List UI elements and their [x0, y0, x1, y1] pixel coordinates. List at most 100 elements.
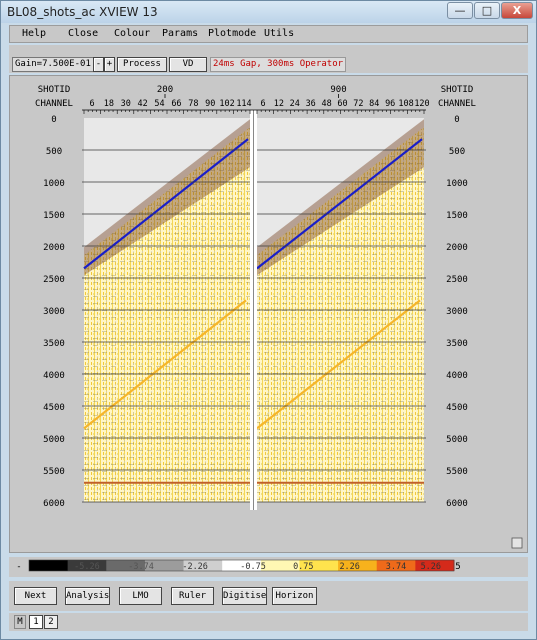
- time-tick-left: 3500: [43, 339, 65, 349]
- time-tick-left: 3000: [43, 307, 65, 317]
- time-tick-left: 0: [51, 115, 56, 125]
- channel-tick-label: 48: [321, 99, 331, 109]
- lmo-button[interactable]: LMO: [119, 587, 162, 605]
- seismic-plot[interactable]: 0 0 500 500 1000 1000 1500 1500 2000 2000 2500 2500…: [10, 76, 527, 552]
- shotid-label-left: SHOTID: [38, 85, 71, 95]
- channel-tick-label: 108: [398, 99, 413, 109]
- bottom-toolbar: Next Analysis LMO Ruler Digitise Horizon: [9, 581, 528, 611]
- close-window-button[interactable]: X: [501, 2, 533, 19]
- menu-params[interactable]: Params: [162, 28, 199, 39]
- page-selector: M 1 2: [9, 613, 528, 631]
- mute-line: [83, 299, 247, 430]
- colour-swatch: [415, 560, 455, 571]
- time-tick-left: 2500: [43, 275, 65, 285]
- digitise-button[interactable]: Digitise: [222, 587, 267, 605]
- colour-scale-label: -5.26: [74, 562, 100, 572]
- time-tick-left: 5500: [43, 467, 65, 477]
- colour-swatch: [106, 560, 146, 571]
- channel-tick-label: 72: [353, 99, 363, 109]
- menu-colour[interactable]: Colour: [114, 28, 151, 39]
- seismic-plot-area: 0 0 500 500 1000 1000 1500 1500 2000 2000 2500 2500…: [9, 75, 528, 553]
- time-tick-right: 5500: [446, 467, 468, 477]
- colour-scale: - 5 -5.26 -3.74 -2.26 -0.75 0.75 2.26 3.74 5.26: [9, 557, 528, 577]
- time-tick-left: 1000: [43, 179, 65, 189]
- channel-tick-label: 54: [154, 99, 164, 109]
- colour-scale-end-right: 5: [455, 562, 460, 572]
- colour-scale-end-left: -: [16, 562, 21, 572]
- page-2-button[interactable]: 2: [44, 615, 58, 629]
- time-tick-left: 4000: [43, 371, 65, 381]
- plot-axes: 0 0 500 500 1000 1000 1500 1500 2000 2000 2500 2500…: [35, 85, 523, 549]
- process-button[interactable]: Process: [117, 57, 167, 72]
- colour-swatch: [376, 560, 416, 571]
- gain-decrease-button[interactable]: -: [93, 57, 104, 72]
- menu-bar: Help Close Colour Params Plotmode Utils: [9, 25, 528, 43]
- title-bar: BL08_shots_ac XVIEW 13 — □ X: [1, 1, 536, 23]
- menu-utils[interactable]: Utils: [264, 28, 295, 39]
- time-tick-left: 1500: [43, 211, 65, 221]
- time-tick-left: 5000: [43, 435, 65, 445]
- time-tick-right: 1500: [446, 211, 468, 221]
- ruler-button[interactable]: Ruler: [171, 587, 214, 605]
- channel-tick-label: 60: [337, 99, 347, 109]
- time-tick-left: 2000: [43, 243, 65, 253]
- channel-tick-label: 30: [121, 99, 131, 109]
- mute-line: [256, 299, 421, 430]
- time-tick-right: 2500: [446, 275, 468, 285]
- channel-tick-label: 6: [89, 99, 94, 109]
- resize-handle: [511, 537, 523, 549]
- colour-swatch: [67, 560, 107, 571]
- time-tick-left: 6000: [43, 499, 65, 509]
- colour-scale-label: 5.26: [421, 562, 441, 572]
- time-tick-right: 5000: [446, 435, 468, 445]
- analysis-button[interactable]: Analysis: [65, 587, 110, 605]
- direct-wave-line: [83, 138, 249, 270]
- menu-close[interactable]: Close: [68, 28, 99, 39]
- channel-tick-label: 66: [171, 99, 181, 109]
- seismic-texture: [84, 127, 250, 502]
- colour-scale-label: -0.75: [240, 562, 266, 572]
- channel-tick-label: 24: [290, 99, 300, 109]
- time-tick-right: 4000: [446, 371, 468, 381]
- maximize-button[interactable]: □: [474, 2, 500, 19]
- status-message: 24ms Gap, 300ms Operator: [210, 57, 347, 72]
- channel-tick-label: 18: [104, 99, 114, 109]
- gain-field[interactable]: Gain=7.500E-01: [12, 57, 94, 72]
- channel-tick-label: 102: [219, 99, 234, 109]
- channel-tick-label: 42: [138, 99, 148, 109]
- colour-swatch: [299, 560, 339, 571]
- channel-tick-label: 12: [274, 99, 284, 109]
- channel-tick-label: 114: [236, 99, 251, 109]
- gain-increase-button[interactable]: +: [104, 57, 115, 72]
- menu-plotmode[interactable]: Plotmode: [208, 28, 257, 39]
- next-button[interactable]: Next: [14, 587, 57, 605]
- colour-scale-label: -2.26: [182, 562, 208, 572]
- channel-tick-label: 90: [205, 99, 215, 109]
- window-title: BL08_shots_ac XVIEW 13: [7, 5, 158, 19]
- horizon-button[interactable]: Horizon: [272, 587, 317, 605]
- time-tick-right: 500: [449, 147, 465, 157]
- colour-scale-outline: [28, 559, 455, 572]
- seismic-texture: [257, 127, 424, 502]
- page-mode-label: M: [14, 615, 26, 629]
- colour-scale-label: 0.75: [293, 562, 313, 572]
- menu-help[interactable]: Help: [22, 28, 47, 39]
- vd-button[interactable]: VD: [169, 57, 207, 72]
- minimize-button[interactable]: —: [447, 2, 473, 19]
- colour-scale-bar[interactable]: - 5 -5.26 -3.74 -2.26 -0.75 0.75 2.26 3.74 5.26: [9, 557, 528, 577]
- direct-wave-line: [256, 138, 423, 270]
- channel-tick-label: 6: [260, 99, 265, 109]
- channel-tick-label: 78: [188, 99, 198, 109]
- time-tick-right: 4500: [446, 403, 468, 413]
- channel-label-right: CHANNEL: [438, 99, 476, 109]
- time-tick-left: 500: [46, 147, 62, 157]
- colour-swatch: [183, 560, 223, 571]
- panel-shotid: 900: [330, 85, 346, 95]
- shotid-label-right: SHOTID: [441, 85, 474, 95]
- channel-tick-label: 120: [414, 99, 429, 109]
- colour-swatch: [338, 560, 378, 571]
- time-tick-right: 2000: [446, 243, 468, 253]
- time-tick-right: 3500: [446, 339, 468, 349]
- page-1-button[interactable]: 1: [29, 615, 43, 629]
